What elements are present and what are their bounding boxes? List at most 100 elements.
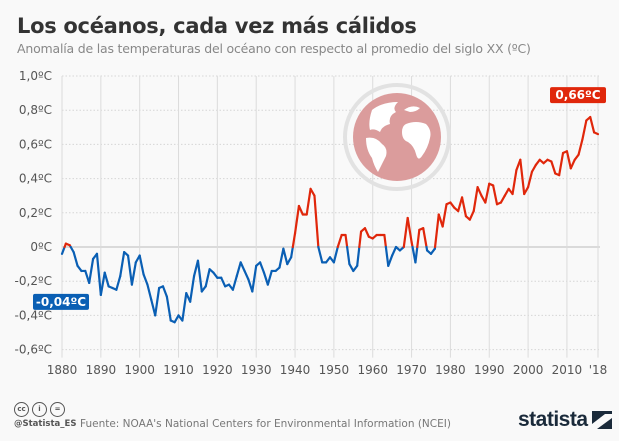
annotation-box [33,293,89,310]
line-segment [484,182,491,204]
chart-title: Los océanos, cada vez más cálidos [17,14,417,38]
y-tick-label: 0ºC [30,240,52,254]
line-segment [126,254,134,286]
line-segment [293,204,301,235]
line-segment [88,257,95,285]
line-segment [358,230,363,249]
x-tick-label: 1960 [357,363,388,377]
license-icons: cc i = [14,402,65,417]
line-segment [282,247,289,266]
line-segment [511,168,518,196]
line-segment [251,264,258,293]
y-tick-label: -0,4ºC [15,308,52,322]
line-segment [558,151,565,177]
x-tick-label: 1980 [435,363,466,377]
line-segment [154,286,161,317]
statista-logo-icon [591,411,612,429]
line-segment [196,259,203,293]
no-derivatives-icon: = [50,402,65,417]
line-segment [526,170,534,189]
line-segment [115,274,122,291]
x-tick-label: 1910 [163,363,194,377]
line-segment [72,251,79,267]
line-segment [422,227,428,249]
x-tick-label: 2010 [552,363,583,377]
statista-logo[interactable]: statista [518,408,612,432]
line-segment [565,150,572,170]
line-segment [416,228,421,249]
x-tick-label: 1970 [396,363,427,377]
line-segment [99,271,106,296]
line-segment [499,194,506,204]
line-segment [309,187,316,197]
line-segment [363,227,370,238]
globe-icon [343,83,451,191]
line-segment [142,273,149,286]
line-segment [530,163,537,173]
line-segment [387,254,394,267]
line-segment [138,254,145,276]
logo-text: statista [518,408,588,431]
series-line [60,115,600,324]
x-tick-label: 1880 [47,363,78,377]
x-tick-label: 1930 [241,363,272,377]
line-segment [348,263,355,273]
y-tick-label: 0,6ºC [19,137,52,151]
line-segment [593,131,600,136]
line-segment [258,261,266,274]
x-tick-label: 1940 [280,363,311,377]
line-segment [383,233,387,249]
line-segment [231,274,238,291]
line-segment [356,245,361,267]
line-segment [332,245,339,264]
x-tick-label: 2000 [513,363,544,377]
line-segment [344,233,349,249]
line-segment [402,216,409,249]
line-segment [235,261,242,278]
statista-handle[interactable]: @Statista_ES [14,419,77,429]
line-segment [286,256,293,266]
line-segment [550,160,557,175]
y-tick-label: 1,0ºC [19,69,52,83]
y-tick-label: 0,8ºC [19,103,52,117]
y-tick-label: -0,6ºC [15,343,52,357]
line-segment [391,245,398,257]
line-segment [266,269,273,286]
attribution-icon: i [32,402,47,417]
line-segment [468,209,475,221]
line-segment [503,187,510,197]
line-segment [523,186,530,196]
line-segment [414,245,419,264]
x-tick-label: '18 [589,363,608,377]
line-segment [290,245,294,259]
line-segment [146,283,153,302]
line-segment [161,285,168,298]
line-segment [262,271,269,286]
x-tick-label: 1900 [124,363,155,377]
grid [61,75,600,358]
line-segment [577,138,584,156]
line-segment [581,119,588,141]
x-tick-label: 1990 [474,363,505,377]
x-tick-label: 1950 [319,363,350,377]
annotation-box [550,87,606,104]
line-segment [243,269,250,281]
line-segment [103,271,110,288]
line-segment [384,245,390,267]
line-segment [460,196,468,218]
line-segment [519,158,526,196]
annotation-label: 0,66ºC [555,88,600,102]
y-tick-label: 0,2ºC [19,206,52,220]
x-tick-label: 1920 [202,363,233,377]
line-segment [589,115,596,134]
line-segment [317,245,324,264]
line-segment [239,261,246,273]
line-segment [346,245,351,266]
chart-subtitle: Anomalía de las temperaturas del océano … [17,41,531,56]
annotation-label: -0,04ºC [36,295,86,309]
line-segment [336,233,343,249]
line-segment [95,252,102,296]
line-segment [204,268,211,288]
line-segment [476,186,483,197]
